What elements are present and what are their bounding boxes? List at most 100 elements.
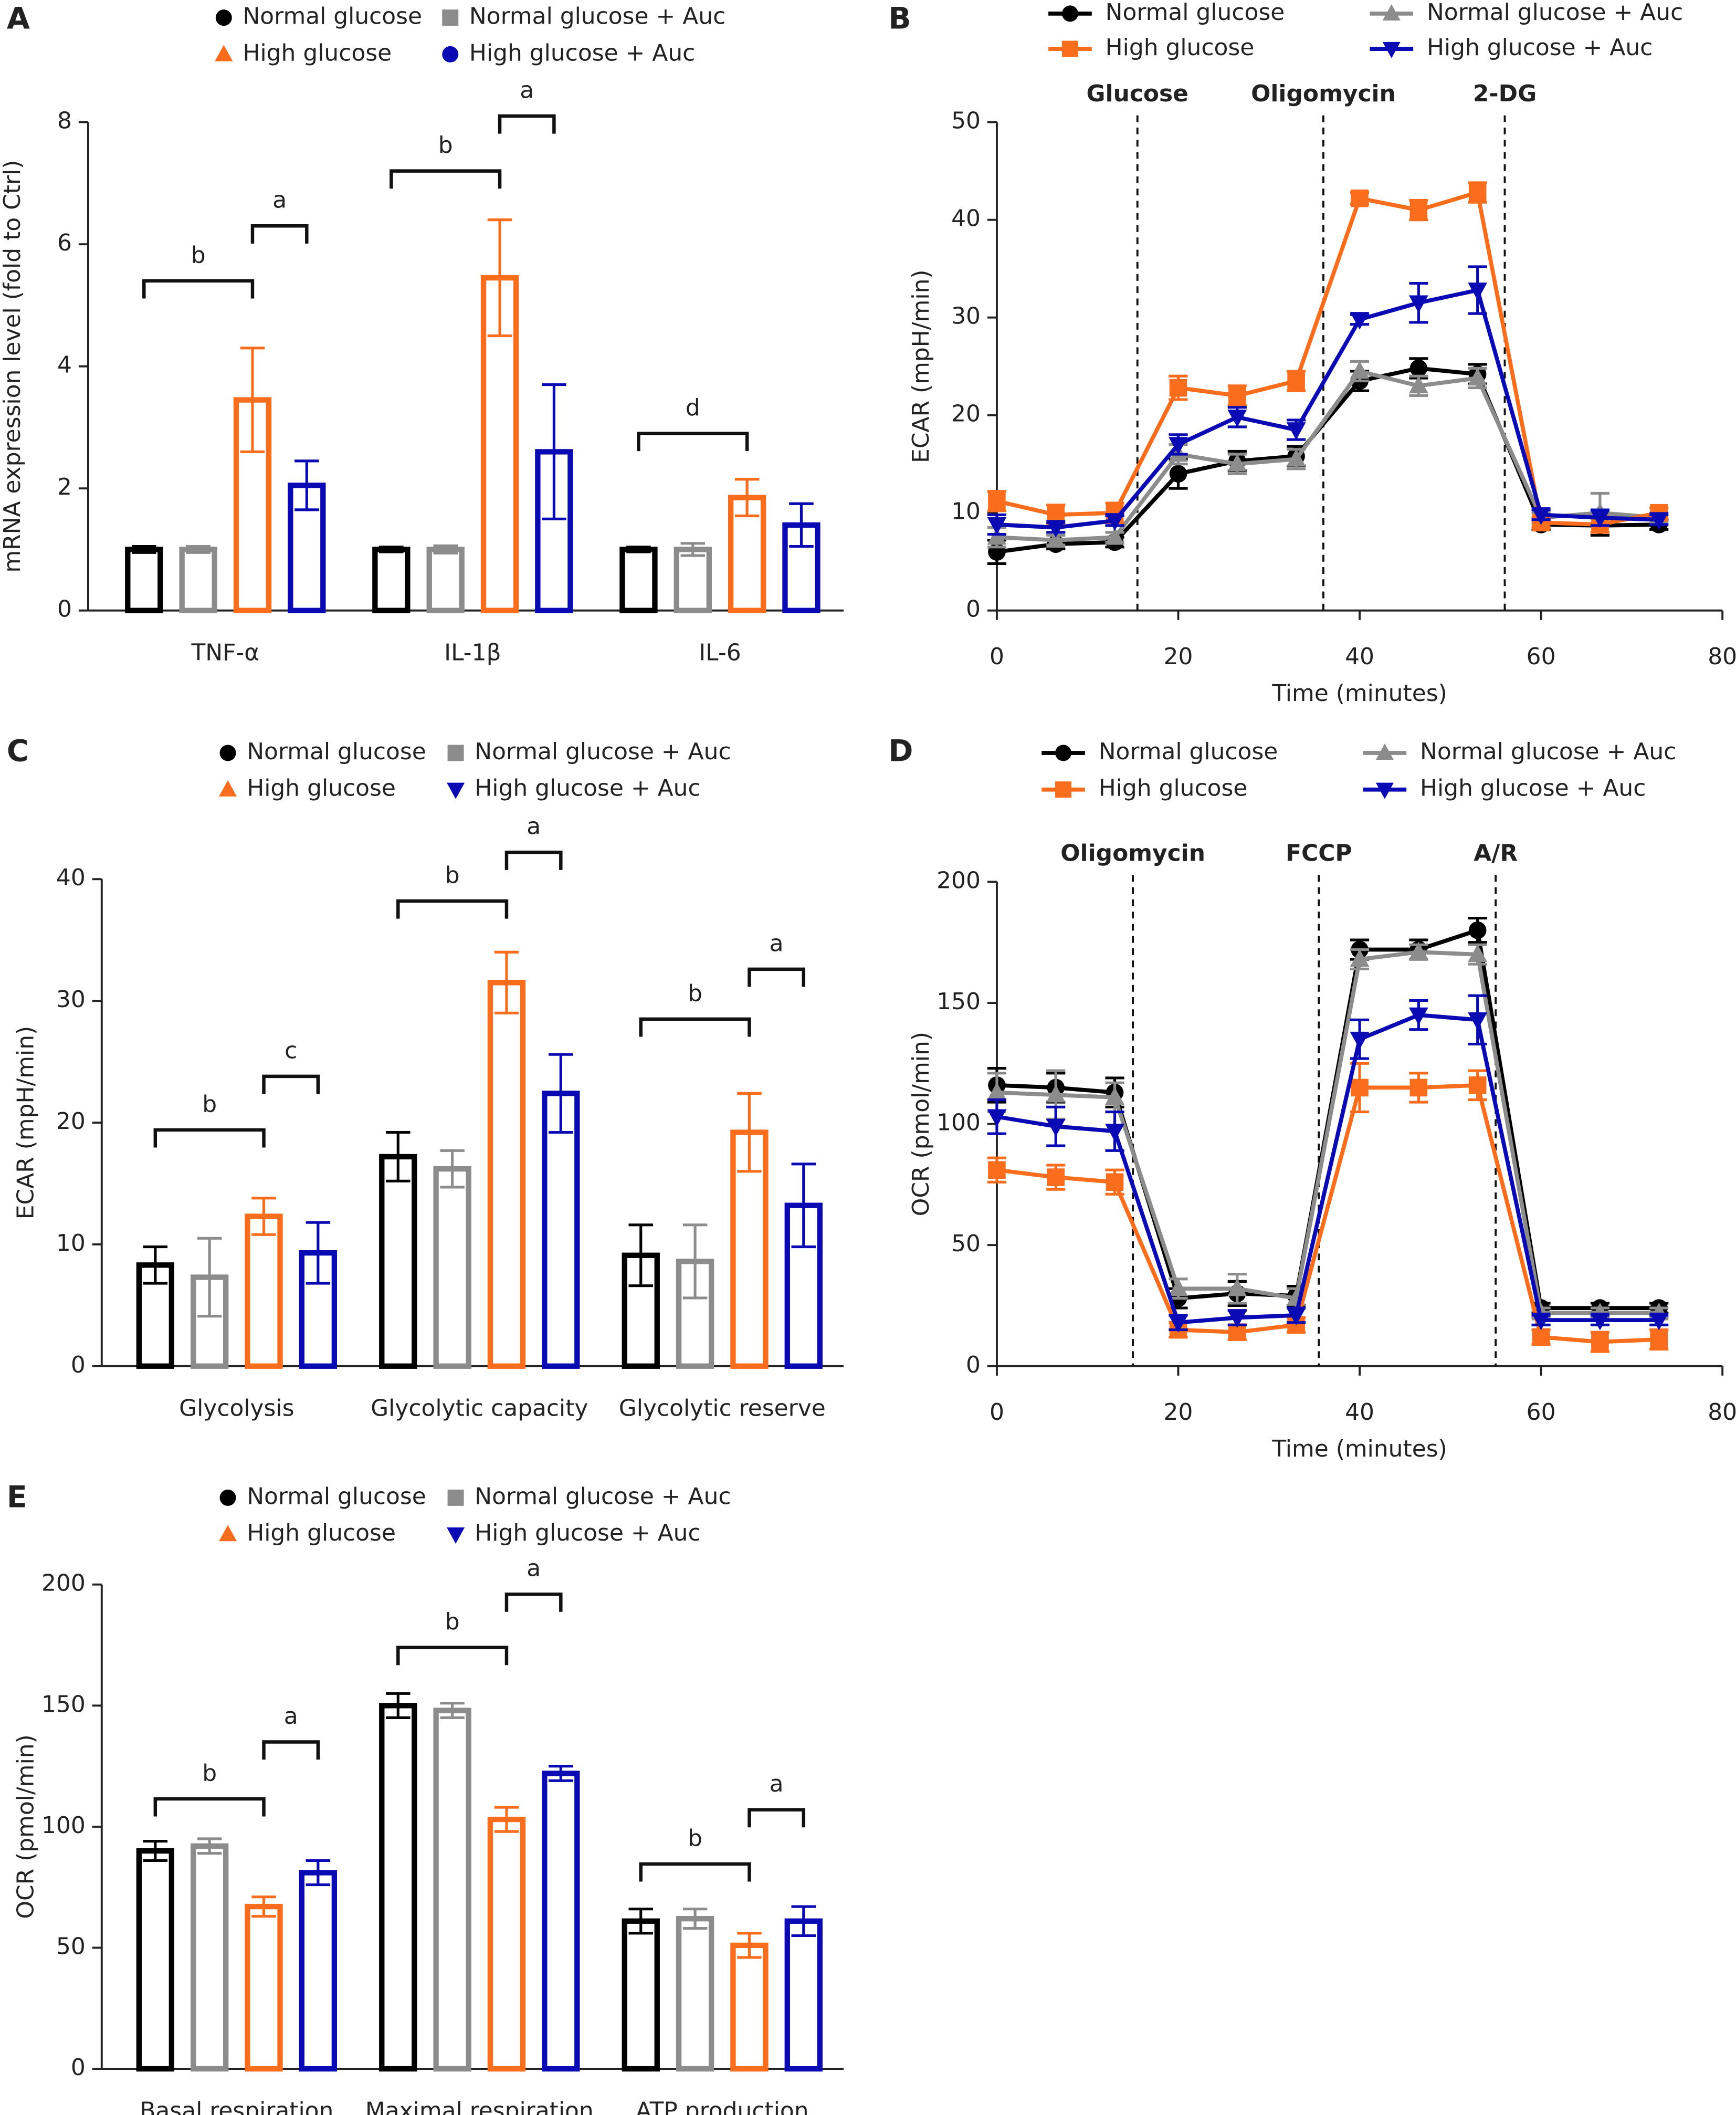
error-bar bbox=[143, 1839, 168, 1862]
marker bbox=[1531, 1312, 1551, 1331]
marker bbox=[447, 1527, 465, 1544]
x-tick-label: Basal respiration bbox=[140, 2098, 333, 2115]
bar bbox=[487, 1816, 526, 2072]
legend-label: High glucose + Auc bbox=[475, 775, 700, 802]
error-bar bbox=[433, 544, 458, 555]
marker bbox=[1286, 422, 1306, 440]
marker bbox=[1227, 1310, 1247, 1328]
marker bbox=[1228, 386, 1246, 405]
error-bar bbox=[197, 1237, 222, 1318]
marker bbox=[987, 1109, 1007, 1127]
x-tick-label: ATP production bbox=[636, 2098, 809, 2115]
y-tick-label: 150 bbox=[41, 1691, 86, 1718]
marker bbox=[1468, 183, 1487, 202]
significance-bracket bbox=[748, 1808, 806, 1828]
marker bbox=[1375, 744, 1394, 760]
error-bar bbox=[386, 1130, 411, 1182]
marker bbox=[1061, 40, 1078, 57]
significance-label: a bbox=[284, 1703, 298, 1730]
bar bbox=[730, 1942, 769, 2072]
y-tick-label: 50 bbox=[951, 108, 981, 134]
bar bbox=[619, 547, 658, 613]
marker bbox=[1350, 312, 1370, 330]
marker bbox=[1046, 1084, 1066, 1103]
marker bbox=[1468, 1012, 1488, 1030]
error-bar bbox=[186, 545, 211, 554]
y-tick-label: 0 bbox=[966, 1352, 981, 1378]
significance-bracket bbox=[250, 224, 309, 244]
marker bbox=[1047, 1168, 1065, 1186]
marker bbox=[1105, 527, 1125, 545]
y-axis-label: ECAR (mpH/min) bbox=[13, 1026, 39, 1219]
y-tick-label: 200 bbox=[41, 1570, 86, 1597]
y-axis-label: OCR (pmol/min) bbox=[908, 1032, 934, 1216]
event-label: A/R bbox=[1474, 840, 1518, 867]
significance-bracket bbox=[639, 1017, 751, 1037]
legend-label: High glucose bbox=[247, 775, 396, 802]
marker bbox=[1468, 282, 1488, 300]
marker bbox=[1046, 520, 1066, 538]
marker bbox=[1382, 41, 1401, 58]
x-tick-label: 20 bbox=[1164, 1399, 1193, 1426]
x-axis-label: Time (minutes) bbox=[1271, 1436, 1447, 1462]
significance-label: b bbox=[445, 1608, 460, 1635]
marker bbox=[1055, 745, 1072, 761]
x-tick-label: 40 bbox=[1345, 1399, 1374, 1426]
legend-label: Normal glucose + Auc bbox=[475, 1483, 731, 1510]
marker bbox=[1468, 921, 1487, 939]
significance-bracket bbox=[504, 1592, 563, 1612]
marker bbox=[987, 1082, 1007, 1100]
marker bbox=[442, 46, 459, 62]
bar bbox=[179, 547, 217, 613]
y-tick-label: 150 bbox=[937, 988, 981, 1015]
y-tick-label: 10 bbox=[56, 1230, 86, 1257]
significance-label: b bbox=[202, 1091, 217, 1117]
y-axis-label: OCR (pmol/min) bbox=[13, 1734, 39, 1919]
error-bar bbox=[240, 347, 265, 454]
error-bar bbox=[737, 1932, 762, 1959]
error-bar bbox=[734, 478, 760, 518]
significance-bracket bbox=[637, 432, 749, 452]
error-bar bbox=[294, 459, 319, 511]
marker bbox=[1590, 510, 1610, 528]
marker bbox=[1375, 782, 1394, 799]
significance-label: a bbox=[770, 1771, 784, 1797]
legend-label: Normal glucose + Auc bbox=[475, 738, 731, 765]
error-bar bbox=[494, 950, 519, 1014]
significance-bracket bbox=[153, 1797, 266, 1817]
error-bar bbox=[549, 1053, 573, 1134]
marker bbox=[987, 517, 1007, 535]
event-label: 2-DG bbox=[1473, 80, 1537, 107]
significance-label: c bbox=[285, 1037, 297, 1064]
y-tick-label: 100 bbox=[41, 1812, 86, 1839]
marker bbox=[1169, 1315, 1188, 1333]
series-line bbox=[996, 1083, 1659, 1344]
legend-label: High glucose + Auc bbox=[475, 1520, 700, 1546]
bar bbox=[426, 547, 465, 613]
x-tick-label: 80 bbox=[1708, 643, 1736, 670]
y-tick-label: 30 bbox=[56, 986, 86, 1013]
x-tick-label: 60 bbox=[1527, 1399, 1556, 1426]
marker bbox=[1468, 944, 1488, 962]
bar bbox=[542, 1091, 580, 1369]
y-tick-label: 2 bbox=[57, 474, 72, 500]
marker bbox=[1286, 449, 1306, 467]
marker bbox=[447, 782, 465, 799]
y-tick-label: 10 bbox=[951, 498, 981, 525]
error-bar bbox=[682, 1223, 708, 1300]
marker bbox=[1408, 295, 1428, 313]
marker bbox=[1286, 1307, 1306, 1326]
series-line bbox=[996, 950, 1659, 1315]
marker bbox=[1351, 1079, 1369, 1097]
event-label: Glucose bbox=[1087, 80, 1188, 107]
y-tick-label: 0 bbox=[71, 2054, 86, 2081]
marker bbox=[219, 745, 236, 761]
error-bar bbox=[306, 1221, 331, 1285]
marker bbox=[218, 1525, 237, 1542]
significance-label: b bbox=[438, 132, 453, 159]
marker bbox=[1532, 1328, 1550, 1346]
bar bbox=[372, 547, 411, 613]
marker bbox=[1350, 949, 1370, 967]
x-tick-label: 60 bbox=[1527, 643, 1556, 670]
y-tick-label: 200 bbox=[937, 867, 981, 894]
